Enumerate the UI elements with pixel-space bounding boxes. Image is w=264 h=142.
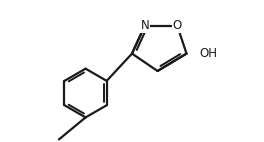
Text: N: N [140,19,149,32]
Text: OH: OH [199,47,217,60]
Text: O: O [173,19,182,32]
